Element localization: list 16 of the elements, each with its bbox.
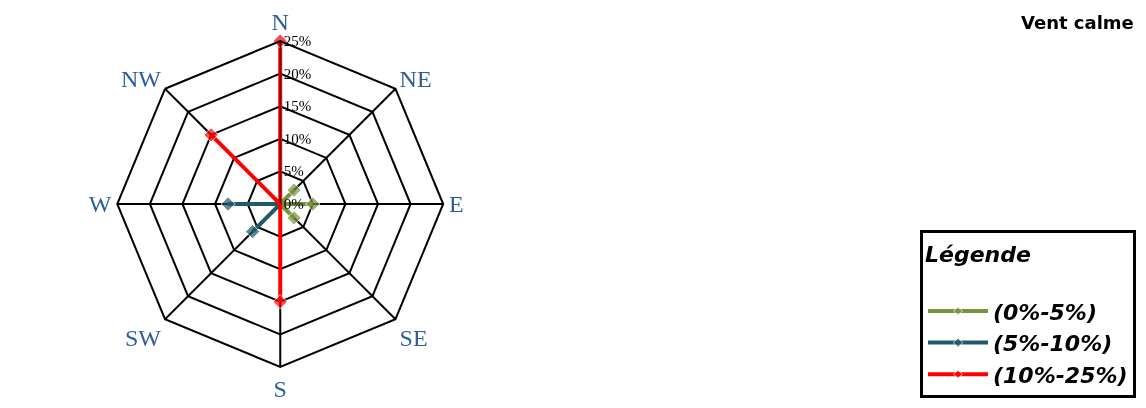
legend-title: Légende xyxy=(925,241,1032,267)
legend-label: (10%-25%) xyxy=(993,362,1128,388)
y-tick-label: 5% xyxy=(283,163,304,180)
y-tick-label: 15% xyxy=(283,98,312,115)
spoke-label: S xyxy=(273,375,287,402)
text: Vent calme xyxy=(1021,12,1134,33)
y-tick-label: 20% xyxy=(283,65,312,82)
y-tick-label: 10% xyxy=(283,130,312,147)
legend-label: (0%-5%) xyxy=(993,299,1097,325)
spoke-label: SW xyxy=(124,325,162,352)
spoke-label: SE xyxy=(399,325,428,352)
spoke-label: E xyxy=(449,191,464,218)
spoke-label: NE xyxy=(399,66,432,93)
spoke-label: W xyxy=(88,191,112,218)
spoke-label: NW xyxy=(120,66,162,93)
legend-label: (5%-10%) xyxy=(993,331,1113,357)
